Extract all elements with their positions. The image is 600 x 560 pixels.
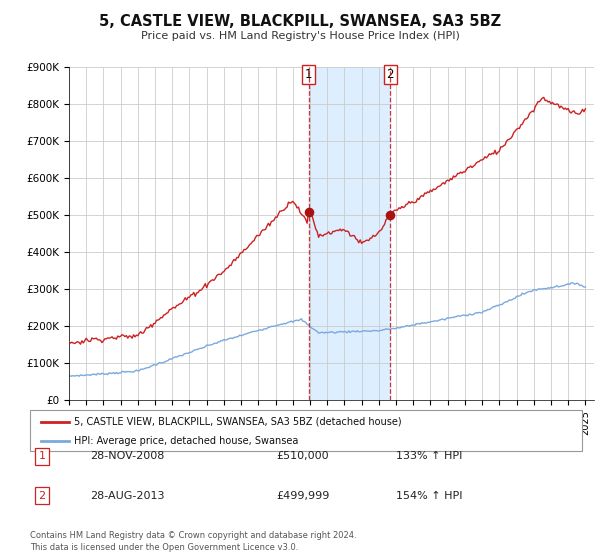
Text: 28-NOV-2008: 28-NOV-2008 [90, 451, 164, 461]
Text: 154% ↑ HPI: 154% ↑ HPI [396, 491, 463, 501]
Text: 1: 1 [38, 451, 46, 461]
Text: 2: 2 [386, 68, 394, 81]
Point [386, 211, 395, 220]
FancyBboxPatch shape [30, 410, 582, 451]
Text: Price paid vs. HM Land Registry's House Price Index (HPI): Price paid vs. HM Land Registry's House … [140, 31, 460, 41]
Text: This data is licensed under the Open Government Licence v3.0.: This data is licensed under the Open Gov… [30, 543, 298, 552]
Text: £499,999: £499,999 [276, 491, 329, 501]
Point [65, 418, 72, 425]
Bar [308, 67, 391, 400]
Text: 5, CASTLE VIEW, BLACKPILL, SWANSEA, SA3 5BZ: 5, CASTLE VIEW, BLACKPILL, SWANSEA, SA3 … [99, 14, 501, 29]
Text: 2: 2 [38, 491, 46, 501]
Text: 28-AUG-2013: 28-AUG-2013 [90, 491, 164, 501]
Text: 133% ↑ HPI: 133% ↑ HPI [396, 451, 463, 461]
Point [37, 418, 44, 425]
Point [304, 207, 313, 216]
Text: 5, CASTLE VIEW, BLACKPILL, SWANSEA, SA3 5BZ (detached house): 5, CASTLE VIEW, BLACKPILL, SWANSEA, SA3 … [74, 417, 402, 427]
Text: HPI: Average price, detached house, Swansea: HPI: Average price, detached house, Swan… [74, 436, 299, 446]
Text: 1: 1 [305, 68, 312, 81]
Text: Contains HM Land Registry data © Crown copyright and database right 2024.: Contains HM Land Registry data © Crown c… [30, 531, 356, 540]
Point [37, 437, 44, 444]
Text: £510,000: £510,000 [276, 451, 329, 461]
Point [65, 437, 72, 444]
